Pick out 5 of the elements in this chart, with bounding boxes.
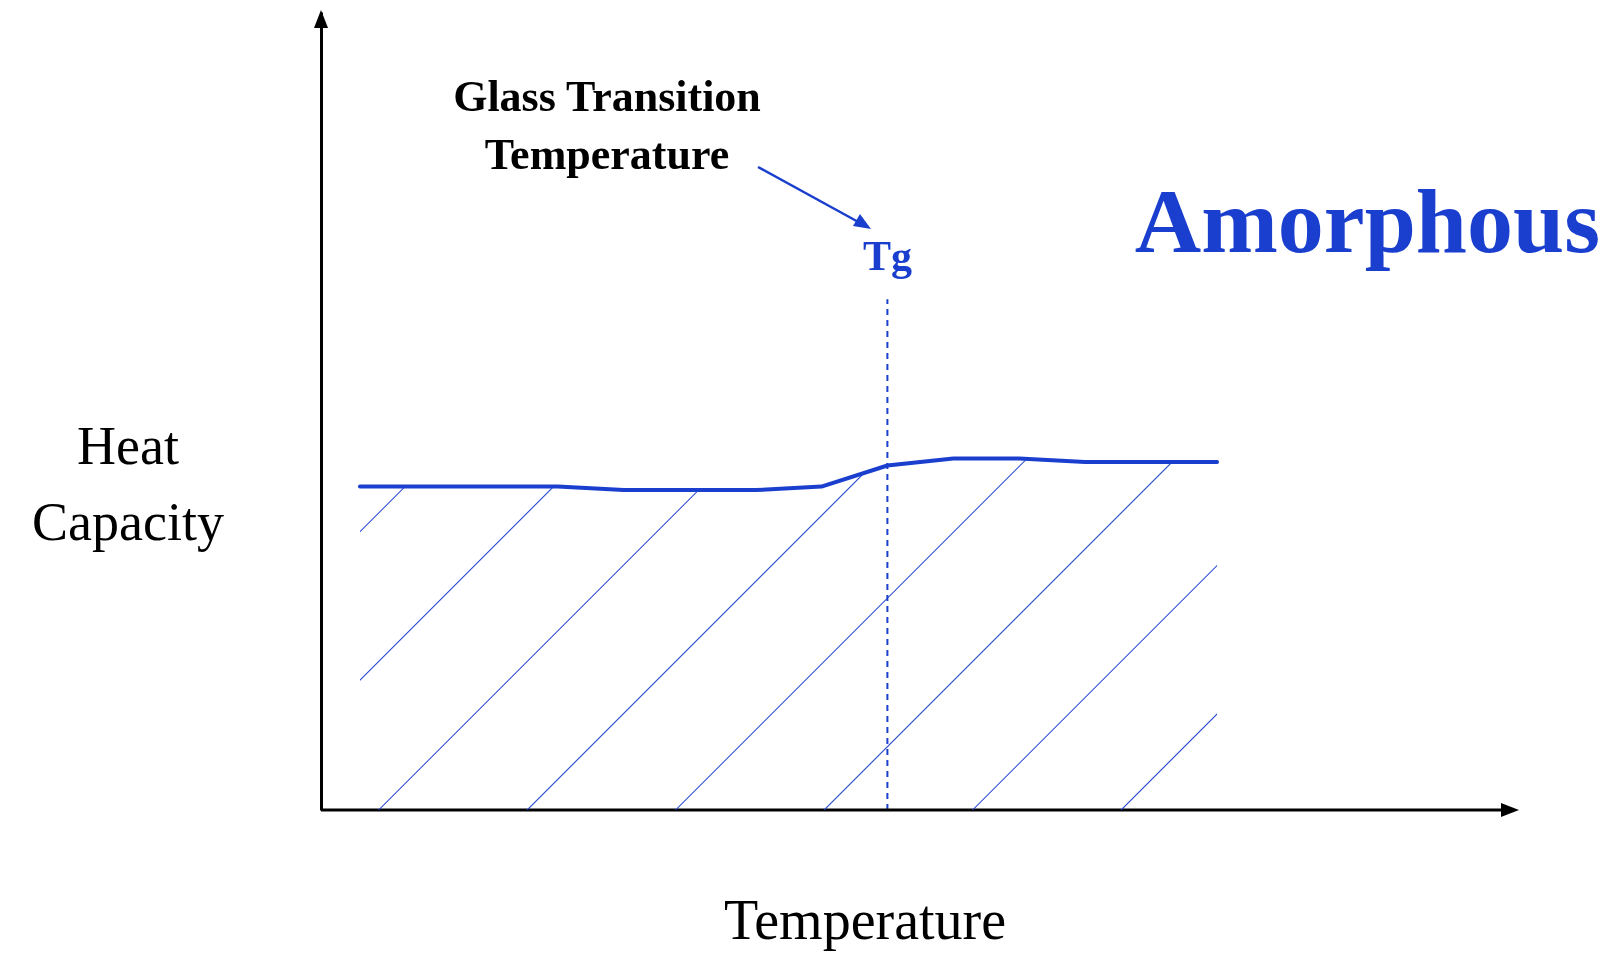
text: Glass Transition Temperature	[452, 71, 762, 181]
text: Tg	[862, 233, 912, 280]
chart-title: Amorphous	[1134, 169, 1600, 274]
y-axis-title: Heat Capacity	[31, 415, 225, 554]
x-axis-title: Temperature	[722, 888, 1008, 952]
